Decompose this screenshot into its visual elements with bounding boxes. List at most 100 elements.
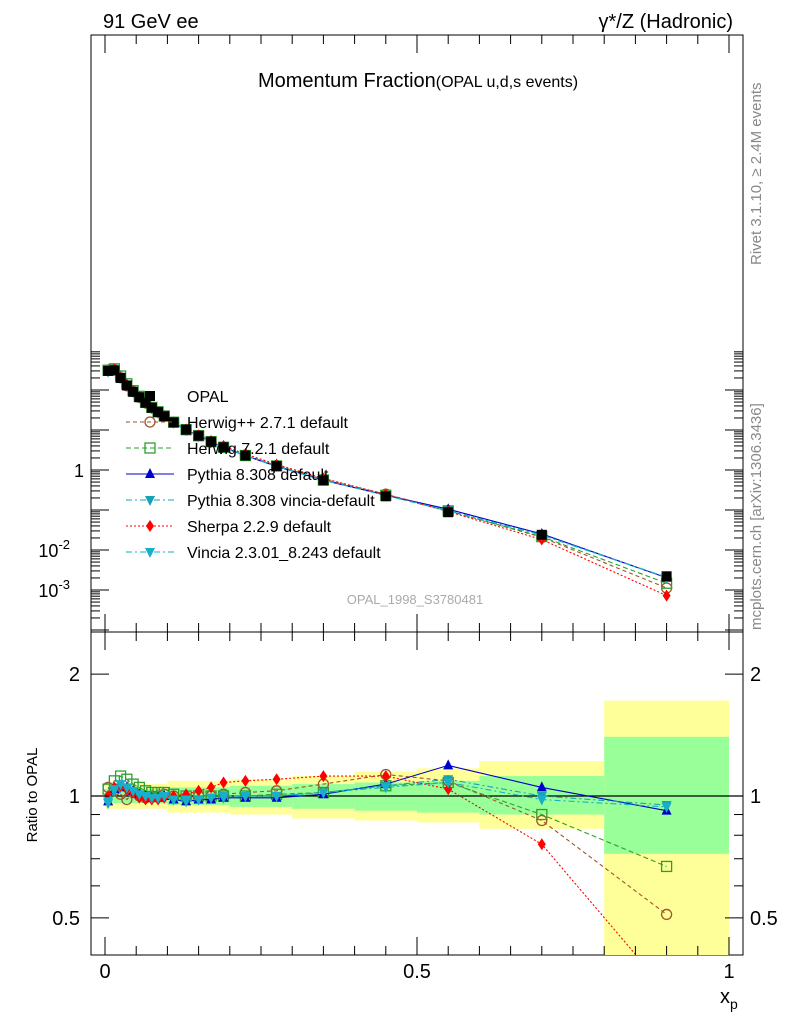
chart-title-main: Momentum Fraction xyxy=(258,70,436,92)
legend-label: Herwig 7.2.1 default xyxy=(187,441,330,458)
header-right: γ*/Z (Hadronic) xyxy=(599,11,733,33)
ratio-y-tick-label: 2 xyxy=(69,664,80,686)
ratio-series-line xyxy=(107,773,667,915)
ratio-series-point xyxy=(660,908,673,921)
ratio-series-point xyxy=(536,781,547,792)
y-tick-label: 10-2 xyxy=(38,537,70,561)
ratio-series-point xyxy=(661,802,672,813)
ratio-series-point xyxy=(271,792,282,802)
x-axis-label: xp xyxy=(720,986,738,1012)
ratio-series-point xyxy=(536,814,548,827)
ratio-panel: 0.5 0.5 1 1 2 2 Ratio to OPAL xyxy=(24,631,778,997)
legend-marker xyxy=(144,442,156,454)
legend-marker xyxy=(146,520,154,532)
data-point xyxy=(181,424,192,435)
mcplots-label: mcplots.cern.ch [arXiv:1306.3436] xyxy=(748,403,765,630)
rivet-label: Rivet 3.1.10, ≥ 2.4M events xyxy=(748,83,765,266)
ratio-series-point xyxy=(153,793,164,804)
ratio-series-point xyxy=(537,838,546,851)
ratio-series-point xyxy=(121,783,132,794)
ratio-series-point xyxy=(128,786,139,797)
x-axis-label-main: x xyxy=(720,986,730,1008)
ratio-series-point xyxy=(207,781,216,794)
ratio-series-point xyxy=(272,773,281,786)
ratio-series-point xyxy=(109,785,120,796)
ratio-y-tick-label-right: 0.5 xyxy=(750,908,778,930)
ratio-series-point xyxy=(168,795,179,806)
ratio-series-point xyxy=(241,774,250,787)
data-point xyxy=(240,450,251,461)
data-point xyxy=(134,392,145,403)
chart-title: Momentum Fraction(OPAL u,d,s events) xyxy=(258,70,578,92)
data-point xyxy=(206,436,217,447)
ratio-series-point xyxy=(206,793,217,804)
ratio-y-label: Ratio to OPAL xyxy=(24,748,41,843)
data-point xyxy=(536,529,547,540)
ratio-series-point xyxy=(443,759,454,770)
ratio-series-point xyxy=(536,808,548,821)
data-point xyxy=(218,442,229,453)
x-tick-label: 0 xyxy=(99,961,110,983)
ratio-series-point xyxy=(193,795,204,806)
x-tick-label: 0.5 xyxy=(403,961,431,983)
main-plot-area xyxy=(102,363,673,602)
main-frame xyxy=(90,34,744,633)
x-axis: 0 0.5 1 xyxy=(99,35,735,983)
legend-marker xyxy=(145,548,155,558)
data-point xyxy=(109,365,120,376)
data-point xyxy=(146,402,157,413)
legend-label: Sherpa 2.2.9 default xyxy=(187,519,332,536)
chart-title-sub: (OPAL u,d,s events) xyxy=(436,74,578,91)
legend-label: Pythia 8.308 vincia-default xyxy=(187,493,375,510)
ratio-plot-area xyxy=(91,700,743,997)
ratio-series-point xyxy=(103,797,114,808)
ratio-series-point xyxy=(319,770,328,783)
x-tick-label: 1 xyxy=(723,961,734,983)
legend-marker xyxy=(145,468,155,478)
ratio-y-tick-label: 0.5 xyxy=(52,908,80,930)
ratio-y-tick-label: 1 xyxy=(69,786,80,808)
ratio-y-axis: 0.5 0.5 1 1 2 2 xyxy=(52,664,778,930)
y-tick-label: 10-3 xyxy=(38,577,70,601)
legend-label: Vincia 2.3.01_8.243 default xyxy=(187,545,381,562)
legend-label: Pythia 8.308 default xyxy=(187,467,329,484)
ratio-series-point xyxy=(159,792,170,802)
legend-label: OPAL xyxy=(187,389,229,406)
ratio-series-point xyxy=(443,778,454,789)
legend-marker xyxy=(144,416,156,428)
data-point xyxy=(271,461,282,472)
ratio-series-point xyxy=(444,783,453,796)
ratio-series-point xyxy=(663,985,671,997)
main-panel: Momentum Fraction(OPAL u,d,s events) OPA… xyxy=(38,34,744,633)
ratio-series-point xyxy=(218,792,229,802)
legend-marker xyxy=(145,391,155,401)
ratio-band-inner xyxy=(604,736,729,854)
ratio-series-point xyxy=(381,770,390,783)
ratio-y-tick-label-right: 1 xyxy=(750,786,761,808)
data-point xyxy=(128,386,139,397)
ratio-series-line xyxy=(107,775,637,955)
data-point xyxy=(159,411,170,422)
legend-marker xyxy=(145,496,155,506)
data-point xyxy=(115,372,126,383)
data-point xyxy=(121,380,132,391)
x-axis-label-sub: p xyxy=(730,996,738,1012)
ratio-series-point xyxy=(318,788,329,799)
ratio-series-point xyxy=(194,784,203,797)
ratio-series-point xyxy=(240,792,251,802)
data-point xyxy=(153,407,164,418)
ratio-series-point xyxy=(536,795,547,806)
ratio-series-point xyxy=(660,860,673,873)
ratio-series-point xyxy=(181,795,192,806)
data-point xyxy=(168,417,179,428)
header-left: 91 GeV ee xyxy=(103,11,199,33)
data-point xyxy=(380,491,391,502)
data-point xyxy=(443,507,454,518)
data-point xyxy=(193,430,204,441)
legend: OPAL Herwig++ 2.7.1 default Herwig 7.2.1 d… xyxy=(126,389,381,562)
data-point xyxy=(103,365,114,376)
y-tick-label: 1 xyxy=(74,461,84,481)
series-point xyxy=(662,589,671,602)
data-point xyxy=(661,571,672,582)
